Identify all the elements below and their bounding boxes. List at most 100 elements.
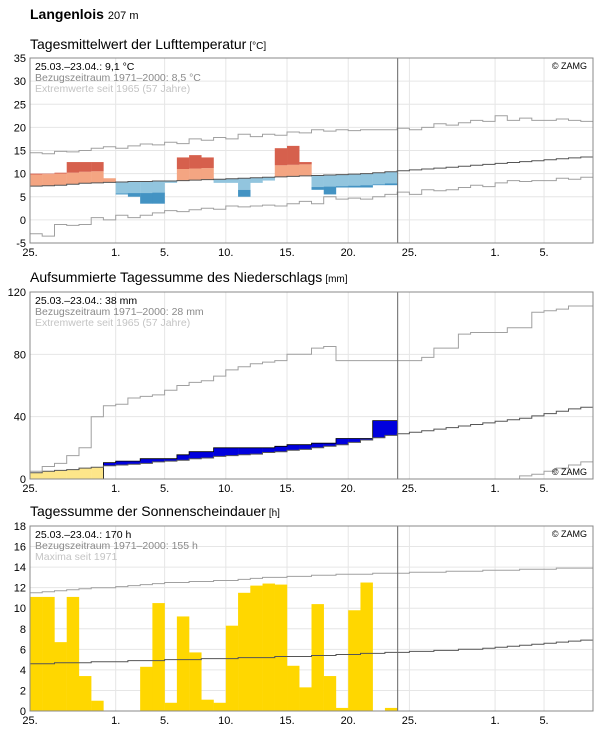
temperature-bar-cold	[164, 181, 178, 183]
x-tick-label: 1.	[111, 715, 120, 727]
temperature-bar-cold	[140, 181, 153, 194]
precip-bar-above	[299, 444, 312, 450]
x-tick-label: 5.	[160, 715, 169, 727]
temperature-bar-cold	[250, 177, 263, 183]
temperature-bar-cold	[335, 174, 349, 187]
plot-frame	[29, 291, 594, 480]
x-tick-label: 25.	[402, 483, 417, 495]
temperature-bar-cold	[213, 179, 227, 183]
x-tick-label: 5.	[539, 715, 548, 727]
max-line	[30, 567, 593, 594]
plot-frame	[29, 57, 594, 244]
temperature-bar-warm	[66, 172, 80, 185]
plot-content	[30, 115, 593, 237]
temperature-unit: [°C]	[249, 41, 267, 52]
temperature-bar-cold-strong	[323, 186, 337, 195]
precip-bar-above	[348, 438, 361, 443]
temperature-bar-cold	[372, 172, 386, 185]
x-tick-label: 1.	[490, 483, 499, 495]
credit-label: © ZAMG	[552, 61, 587, 71]
y-tick-label: 80	[14, 349, 26, 361]
precip-bar-above	[140, 458, 153, 464]
y-tick-label: -5	[16, 238, 26, 250]
x-tick-label: 1.	[490, 247, 499, 259]
precip-bar-above	[164, 458, 178, 462]
x-tick-label: 25.	[22, 247, 37, 259]
temperature-bar-cold	[311, 175, 324, 188]
precip-bar-above	[238, 447, 251, 455]
station-title: Langenlois 207 m	[30, 6, 138, 22]
y-tick-label: 30	[14, 76, 26, 88]
temperature-bar-warm	[176, 169, 190, 181]
precip-bar-above	[127, 461, 141, 465]
x-tick-label: 10.	[218, 483, 233, 495]
precip-bar-below	[42, 471, 55, 479]
plot-content	[30, 567, 593, 711]
temperature-bar-cold-strong	[360, 185, 373, 188]
x-tick-label: 10.	[218, 715, 233, 727]
x-tick-label: 15.	[279, 715, 294, 727]
x-tick-label: 25.	[22, 483, 37, 495]
temperature-bar-warm-strong	[189, 155, 202, 169]
precip-bar-above	[250, 447, 263, 455]
sunshine-bar	[299, 687, 312, 711]
temperature-bar-warm-strong	[54, 172, 67, 174]
y-tick-label: 6	[20, 644, 26, 656]
info-line-0: 25.03.–23.04.: 170 h	[35, 529, 131, 541]
y-tick-label: 120	[8, 287, 26, 299]
chart-panel-1: 0 40 80 120 25. 1. 5. 10. 15. 20. 25. 1. 5. 25.03.–23…	[8, 287, 594, 495]
precipitation-chart-title: Aufsummierte Tagessumme des Niederschlag…	[30, 269, 348, 285]
info-line-0: 25.03.–23.04.: 38 mm	[35, 295, 137, 307]
x-tick-label: 10.	[218, 247, 233, 259]
temperature-bar-cold	[384, 171, 398, 184]
temperature-bar-cold-strong	[115, 193, 129, 195]
precip-bar-above	[360, 438, 373, 441]
temperature-bar-warm	[103, 178, 116, 183]
temperature-bar-warm	[54, 173, 67, 186]
normal-line	[30, 639, 593, 665]
precip-bar-above	[384, 420, 398, 436]
info-line-1: Bezugszeitraum 1971–2000: 28 mm	[35, 306, 204, 318]
temperature-bar-cold	[348, 174, 361, 186]
temperature-bar-warm-strong	[201, 157, 214, 169]
sunshine-bar	[54, 642, 67, 711]
info-line-0: 25.03.–23.04.: 9,1 °C	[35, 61, 135, 73]
sunshine-bar	[238, 592, 251, 711]
y-tick-label: 10	[14, 169, 26, 181]
x-tick-label: 1.	[111, 483, 120, 495]
temperature-bar-cold	[323, 175, 337, 187]
temperature-bar-warm	[78, 171, 92, 184]
x-tick-label: 20.	[341, 483, 356, 495]
precip-bar-above	[152, 458, 165, 462]
temperature-bar-cold-strong	[335, 186, 349, 188]
temperature-bar-warm-strong	[30, 173, 43, 175]
x-tick-label: 25.	[22, 715, 37, 727]
temperature-bar-warm-strong	[78, 162, 92, 172]
sunshine-bar	[335, 707, 349, 711]
sunshine-bar	[30, 596, 43, 711]
y-tick-label: 4	[20, 665, 26, 677]
precip-bar-above	[274, 446, 288, 452]
temperature-bar-cold-strong	[372, 184, 386, 186]
sunshine-bar	[323, 676, 337, 711]
y-tick-label: 25	[14, 99, 26, 111]
station-name: Langenlois	[30, 6, 104, 22]
sunshine-bar	[213, 702, 227, 711]
x-tick-label: 15.	[279, 247, 294, 259]
sunshine-title-text: Tagessumme der Sonnenscheindauer	[30, 503, 266, 519]
y-tick-label: 35	[14, 53, 26, 65]
temperature-bar-cold-strong	[348, 185, 361, 188]
x-tick-label: 20.	[341, 247, 356, 259]
precipitation-title-text: Aufsummierte Tagessumme des Niederschlag…	[30, 269, 323, 285]
station-altitude: 207 m	[107, 10, 139, 22]
credit-label: © ZAMG	[552, 467, 587, 477]
min-line	[30, 461, 593, 479]
sunshine-bar	[176, 616, 190, 711]
sunshine-bar	[348, 610, 361, 711]
precip-bar-above	[323, 443, 337, 447]
precip-bar-above	[287, 444, 300, 451]
sunshine-bar	[250, 585, 263, 711]
sunshine-bar	[189, 652, 202, 711]
x-tick-label: 5.	[539, 483, 548, 495]
